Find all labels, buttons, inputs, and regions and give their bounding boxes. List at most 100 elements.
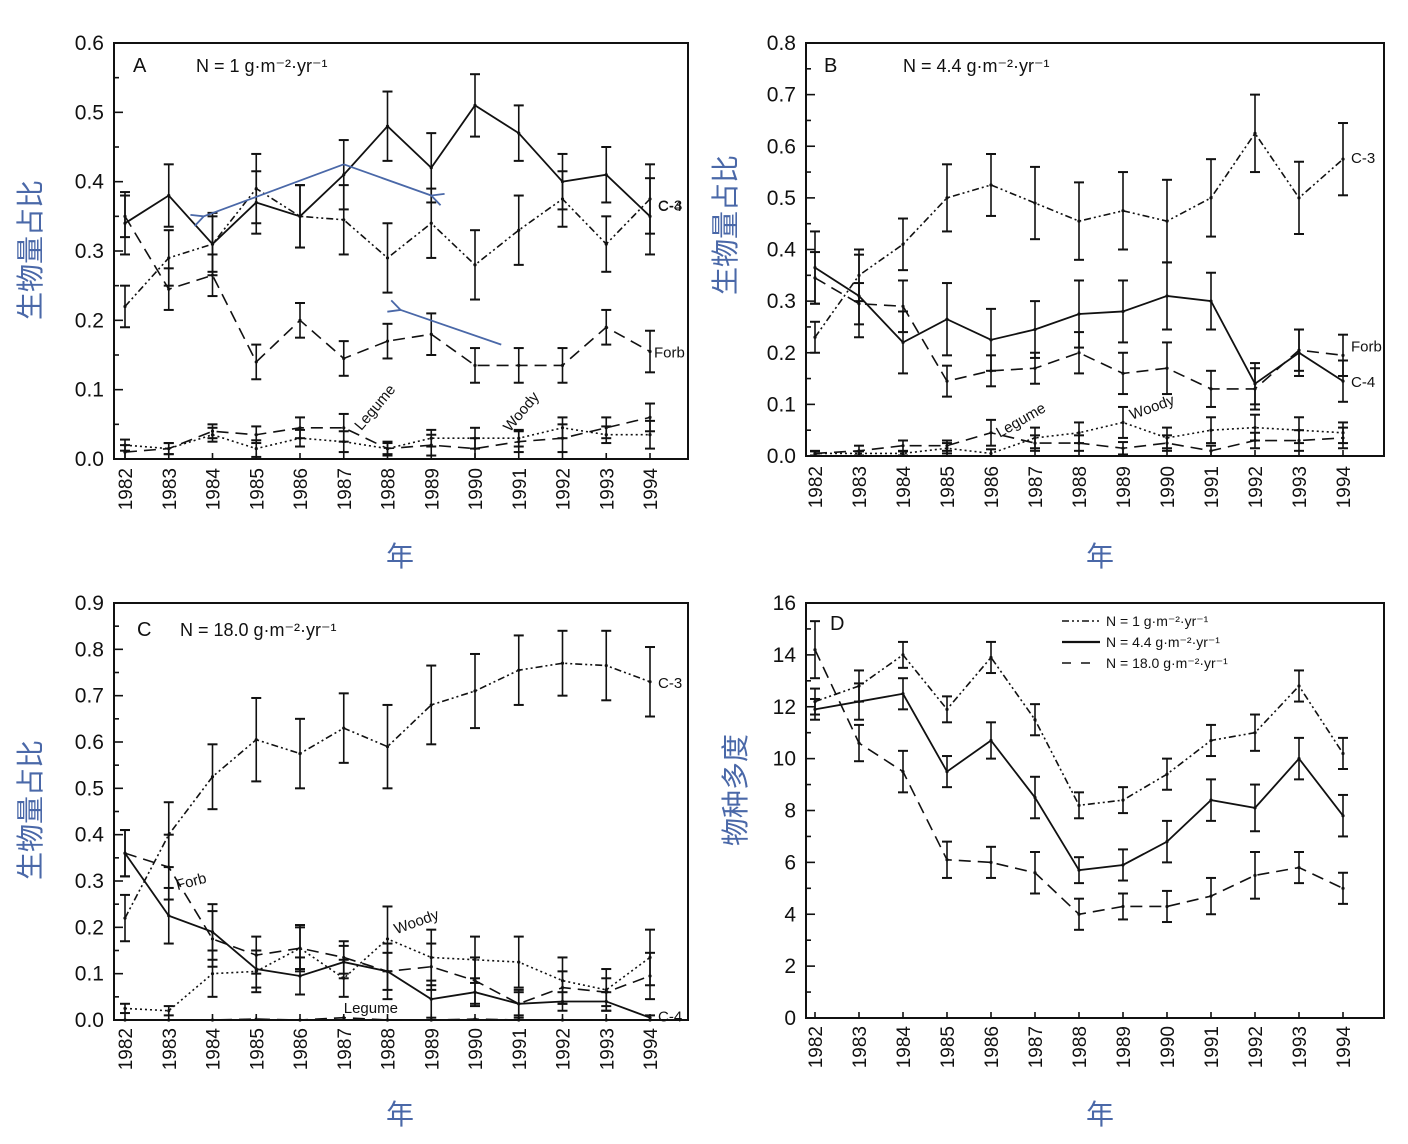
data-point	[473, 363, 477, 367]
x-tick-label: 1989	[422, 1028, 443, 1070]
y-tick-label: 0.8	[75, 638, 104, 661]
data-point	[560, 661, 565, 665]
data-point	[901, 242, 905, 246]
data-point	[1253, 426, 1257, 430]
panel-title: N = 18.0 g·m⁻²·yr⁻¹	[180, 620, 337, 640]
y-tick-label: 0.3	[75, 870, 104, 893]
data-point	[989, 431, 993, 435]
y-tick-label: 10	[773, 748, 796, 771]
series-label: Woody	[500, 388, 543, 435]
data-point	[429, 221, 433, 225]
data-point	[1209, 449, 1213, 453]
data-point	[945, 317, 949, 321]
data-point	[813, 451, 817, 456]
data-point	[254, 969, 258, 973]
data-point	[813, 648, 817, 652]
data-point	[1297, 684, 1301, 688]
y-tick-label: 8	[784, 800, 796, 823]
data-point	[1077, 312, 1081, 316]
data-point	[989, 183, 993, 187]
series-label: Forb	[654, 345, 685, 362]
y-tick-label: 0.0	[767, 445, 796, 468]
data-point	[989, 338, 993, 342]
series-label: C-4	[658, 1009, 682, 1026]
data-point	[1121, 309, 1125, 314]
x-tick-label: 1992	[554, 468, 575, 510]
data-point	[1077, 219, 1081, 223]
data-point	[604, 988, 608, 992]
y-axis-label-b: 生物量占比	[709, 155, 742, 295]
data-point	[385, 256, 390, 260]
series-label: Woody	[1127, 392, 1177, 424]
data-point	[604, 433, 608, 437]
data-point	[1297, 428, 1301, 432]
y-tick-label: 12	[773, 696, 796, 719]
data-point	[1297, 348, 1301, 352]
series-n-4-4-g-m-yr	[810, 677, 1348, 885]
data-point	[429, 955, 433, 960]
data-point	[473, 436, 477, 440]
x-tick-label: 1991	[510, 468, 531, 510]
data-point	[254, 360, 258, 364]
data-point	[123, 1018, 127, 1022]
x-tick-label: 1987	[335, 1028, 356, 1070]
series-label: Legume	[993, 400, 1048, 442]
data-point	[1341, 431, 1345, 435]
data-point	[989, 369, 993, 373]
x-tick-label: 1994	[1334, 1026, 1355, 1069]
data-point	[517, 228, 521, 232]
data-point	[648, 955, 652, 960]
legend-entry: N = 4.4 g·m⁻²·yr⁻¹	[1106, 634, 1220, 650]
data-point	[517, 363, 521, 367]
series-c-3: C-3	[120, 73, 682, 273]
data-point	[385, 937, 390, 941]
x-axis-label-d: 年	[1086, 1098, 1114, 1131]
x-tick-label: 1982	[116, 468, 137, 510]
legend-entry: N = 18.0 g·m⁻²·yr⁻¹	[1106, 655, 1228, 671]
data-point	[342, 976, 346, 980]
x-tick-label: 1988	[1070, 466, 1091, 508]
data-point	[604, 663, 608, 668]
panel-b: 0.0 0.1 0.2 0.3 0.4 0.5 0.6 0.7 0.8 1982 1983 1984 1…	[767, 32, 1385, 508]
x-axis-label-a: 年	[386, 540, 414, 573]
data-point	[857, 302, 861, 306]
data-point	[1341, 157, 1345, 161]
data-point	[1121, 904, 1125, 909]
data-point	[1209, 894, 1213, 898]
x-tick-label: 1990	[466, 1028, 487, 1070]
series-legume: Legume	[123, 1000, 652, 1022]
data-point	[123, 916, 127, 920]
data-point	[123, 1006, 127, 1011]
data-point	[1077, 803, 1081, 807]
data-point	[1209, 738, 1213, 743]
x-tick-label: 1991	[1202, 1026, 1223, 1068]
data-point	[298, 214, 302, 218]
data-point	[560, 363, 565, 367]
data-point	[1253, 731, 1257, 735]
data-point	[1121, 371, 1125, 375]
x-tick-label: 1991	[1202, 466, 1223, 508]
y-tick-label: 14	[773, 644, 797, 667]
data-point	[342, 955, 346, 960]
series-label: Legume	[344, 1000, 398, 1017]
panel-letter: D	[830, 613, 844, 635]
data-point	[517, 1018, 521, 1022]
data-point	[342, 440, 346, 444]
x-tick-label: 1989	[1114, 466, 1135, 508]
series-label: Forb	[1351, 338, 1382, 355]
x-tick-label: 1986	[291, 1028, 312, 1070]
series-label: Woody	[392, 906, 442, 938]
x-tick-label: 1986	[982, 1026, 1003, 1068]
y-tick-label: 0.0	[75, 1009, 104, 1032]
data-point	[648, 197, 652, 201]
data-point	[1341, 886, 1345, 890]
data-point	[123, 304, 127, 309]
series-label: C-3	[1351, 150, 1375, 167]
data-point	[429, 1018, 433, 1022]
data-point	[210, 775, 215, 779]
series-n-1-g-m-yr	[810, 640, 1348, 820]
data-point	[342, 356, 346, 361]
panel-letter: C	[137, 619, 151, 641]
data-point	[167, 1018, 171, 1022]
data-point	[254, 447, 258, 451]
